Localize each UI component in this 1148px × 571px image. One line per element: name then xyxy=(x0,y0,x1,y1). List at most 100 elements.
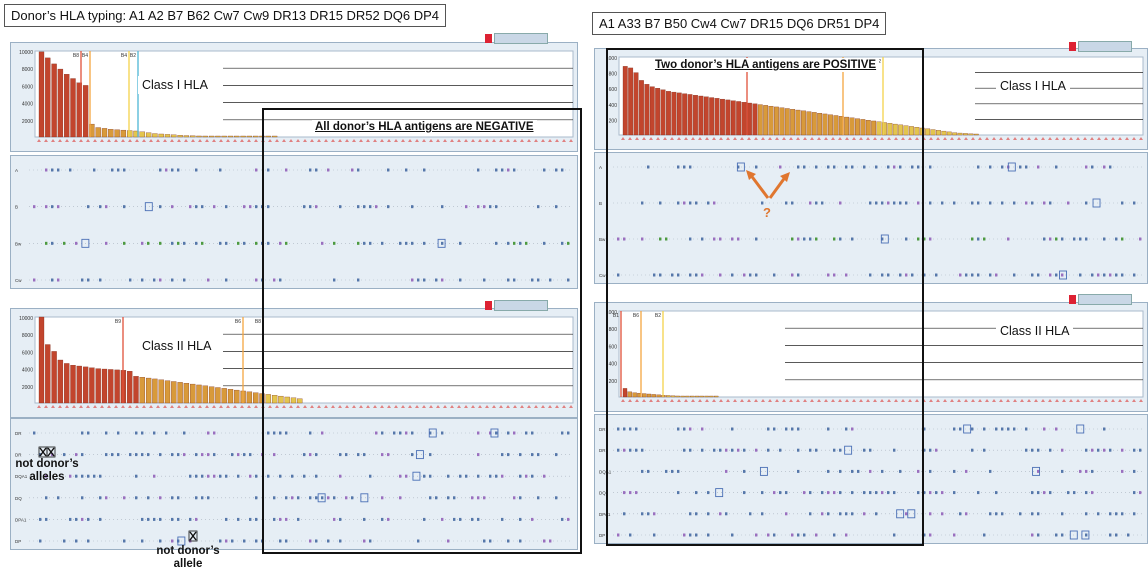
allele-dot xyxy=(755,273,758,277)
row-label: B xyxy=(599,201,602,206)
allele-dot xyxy=(405,431,408,435)
allele-dot xyxy=(327,496,330,500)
allele-dot xyxy=(339,474,342,478)
allele-dot xyxy=(1031,201,1034,205)
allele-dot xyxy=(797,237,800,241)
allele-dot xyxy=(989,201,992,205)
allele-dot xyxy=(363,205,366,209)
allele-dot xyxy=(641,469,644,473)
allele-dot xyxy=(387,205,390,209)
allele-dot xyxy=(387,168,390,172)
allele-dot xyxy=(177,496,180,500)
allele-dot xyxy=(309,539,312,543)
allele-dot xyxy=(911,165,914,169)
bar xyxy=(177,382,183,404)
allele-dot xyxy=(57,496,60,500)
allele-dot xyxy=(1037,469,1040,473)
marker-label: B1 xyxy=(613,313,619,319)
allele-dot xyxy=(375,205,378,209)
right-class2-label: Class II HLA xyxy=(996,322,1074,340)
allele-dot xyxy=(1013,273,1016,277)
allele-dot xyxy=(839,512,842,516)
allele-dot xyxy=(929,201,932,205)
allele-dot xyxy=(501,453,504,457)
allele-dot xyxy=(629,448,632,452)
allele-dot xyxy=(195,496,198,500)
allele-dot xyxy=(561,241,564,245)
allele-dot xyxy=(851,165,854,169)
allele-dot xyxy=(833,165,836,169)
bar xyxy=(844,116,850,136)
marker-label: B4 xyxy=(82,53,88,59)
allele-dot xyxy=(45,517,48,521)
allele-dot xyxy=(1121,512,1124,516)
bar xyxy=(190,135,196,138)
axis-tick xyxy=(1104,399,1108,402)
allele-dot xyxy=(635,448,638,452)
axis-tick xyxy=(233,139,237,142)
allele-dot xyxy=(1043,237,1046,241)
allele-dot xyxy=(309,496,312,500)
bar xyxy=(714,395,719,398)
zoom-control[interactable] xyxy=(485,33,548,44)
bar xyxy=(784,108,790,136)
allele-dot xyxy=(255,539,258,543)
axis-tick xyxy=(810,137,814,140)
axis-tick xyxy=(880,399,884,402)
axis-tick xyxy=(541,405,545,408)
allele-dot xyxy=(243,205,246,209)
allele-dot xyxy=(923,273,926,277)
allele-dot xyxy=(989,273,992,277)
allele-dot xyxy=(213,431,216,435)
row-label: A xyxy=(15,168,18,173)
zoom-control[interactable] xyxy=(1069,294,1132,305)
allele-dot xyxy=(893,533,896,537)
allele-dot xyxy=(321,431,324,435)
axis-tick xyxy=(1090,399,1094,402)
allele-dot xyxy=(863,491,866,495)
axis-tick xyxy=(282,139,286,142)
allele-dot xyxy=(477,431,480,435)
allele-dot xyxy=(99,496,102,500)
allele-dot xyxy=(1109,165,1112,169)
allele-dot xyxy=(1055,427,1058,431)
allele-dot xyxy=(411,431,414,435)
allele-dot xyxy=(1061,533,1064,537)
allele-dot xyxy=(99,205,102,209)
allele-dot xyxy=(357,453,360,457)
axis-tick xyxy=(1104,137,1108,140)
axis-tick xyxy=(310,405,314,408)
axis-tick xyxy=(100,405,104,408)
allele-dot xyxy=(303,474,306,478)
allele-dot xyxy=(51,241,54,245)
axis-tick xyxy=(240,139,244,142)
allele-dot xyxy=(617,448,620,452)
zoom-control[interactable] xyxy=(1069,41,1132,52)
bar xyxy=(114,129,120,138)
allele-dot xyxy=(105,205,108,209)
row-label: DR xyxy=(15,431,22,436)
allele-dot xyxy=(291,474,294,478)
bar xyxy=(914,127,920,136)
zoom-control[interactable] xyxy=(485,300,548,311)
bar xyxy=(855,118,860,136)
axis-tick xyxy=(1139,137,1143,140)
allele-dot xyxy=(513,241,516,245)
axis-tick xyxy=(296,139,300,142)
axis-tick xyxy=(985,399,989,402)
bar xyxy=(101,368,108,404)
axis-tick xyxy=(422,405,426,408)
axis-tick xyxy=(1076,399,1080,402)
allele-dot xyxy=(791,273,794,277)
allele-dot xyxy=(1085,165,1088,169)
allele-dot xyxy=(743,491,746,495)
allele-dot xyxy=(423,278,426,282)
axis-tick xyxy=(621,137,625,140)
allele-dot xyxy=(321,496,324,500)
axis-tick xyxy=(908,137,912,140)
bar xyxy=(158,133,164,138)
allele-dot xyxy=(695,201,698,205)
axis-tick xyxy=(1034,399,1038,402)
axis-tick xyxy=(1118,399,1122,402)
allele-dot xyxy=(1103,237,1106,241)
